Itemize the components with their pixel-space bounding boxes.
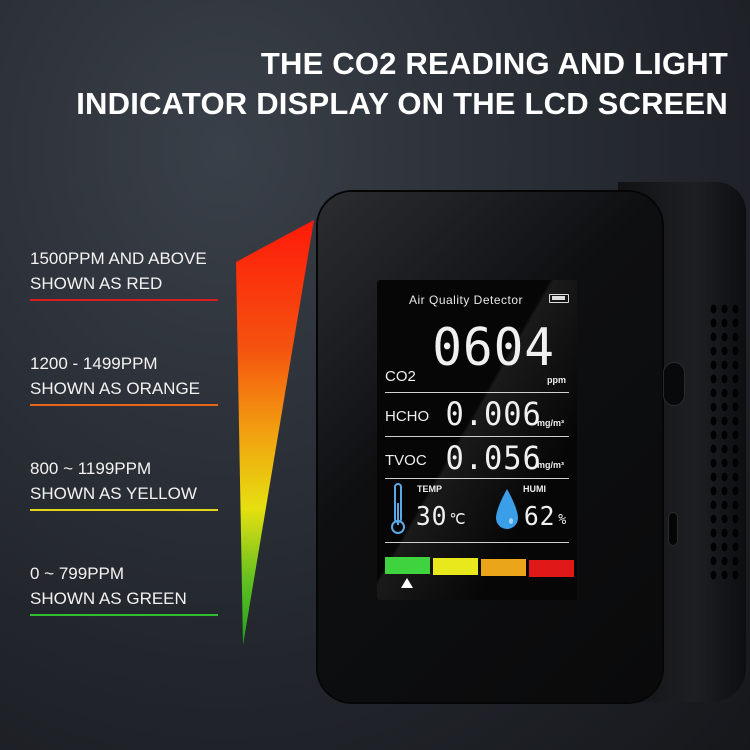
battery-icon [549, 294, 569, 303]
legend-color-text: SHOWN AS GREEN [30, 589, 187, 608]
co2-value: 0604 [432, 318, 556, 378]
hcho-unit: mg/m³ [537, 418, 564, 428]
headline-line-1: THE CO2 READING AND LIGHT [260, 46, 728, 81]
legend-yellow: 800 ~ 1199PPM SHOWN AS YELLOW [30, 456, 220, 511]
humi-value: 62 [523, 502, 556, 532]
temp-label: TEMP [417, 484, 443, 494]
legend-range: 1200 - 1499PPM [30, 354, 158, 373]
co2-label: CO2 [385, 368, 416, 385]
legend-color-text: SHOWN AS ORANGE [30, 379, 201, 398]
legend-underline [30, 299, 218, 301]
legend-color-text: SHOWN AS YELLOW [30, 484, 197, 503]
divider [385, 542, 569, 543]
hcho-label: HCHO [385, 408, 430, 425]
temp-value: 30 [415, 502, 448, 532]
humi-unit: % [558, 512, 568, 528]
legend-underline [30, 614, 218, 616]
indicator-yellow [433, 558, 478, 575]
legend-range: 800 ~ 1199PPM [30, 459, 152, 478]
lcd-screen: Air Quality Detector CO2 0604 ppm HCHO 0… [377, 280, 577, 600]
legend-red: 1500PPM AND ABOVE SHOWN AS RED [30, 246, 220, 301]
water-drop-icon [496, 489, 518, 529]
humi-label: HUMI [523, 484, 546, 494]
legend-color-text: SHOWN AS RED [30, 274, 163, 293]
power-button[interactable] [663, 362, 685, 406]
indicator-green [385, 557, 430, 574]
legend-range: 0 ~ 799PPM [30, 564, 125, 583]
divider [385, 436, 569, 437]
legend-green: 0 ~ 799PPM SHOWN AS GREEN [30, 561, 220, 616]
usb-c-port [668, 512, 678, 546]
legend-range: 1500PPM AND ABOVE [30, 249, 207, 268]
tvoc-label: TVOC [385, 452, 427, 469]
divider [385, 478, 569, 479]
legend-underline [30, 509, 218, 511]
indicator-pointer-icon [401, 578, 413, 588]
screen-title: Air Quality Detector [409, 293, 524, 307]
tvoc-unit: mg/m³ [537, 460, 564, 470]
headline-line-2: INDICATOR DISPLAY ON THE LCD SCREEN [76, 86, 728, 121]
indicator-red [529, 560, 574, 577]
hcho-value: 0.006 [445, 395, 542, 433]
legend-underline [30, 404, 218, 406]
air-quality-detector: Air Quality Detector CO2 0604 ppm HCHO 0… [318, 182, 748, 706]
temp-unit: ℃ [449, 510, 467, 528]
indicator-orange [481, 559, 526, 576]
vent-grille [708, 302, 742, 582]
tvoc-value: 0.056 [445, 439, 542, 477]
co2-unit: ppm [547, 375, 566, 385]
thermometer-icon [391, 483, 405, 534]
divider [385, 392, 569, 393]
legend-orange: 1200 - 1499PPM SHOWN AS ORANGE [30, 351, 220, 406]
